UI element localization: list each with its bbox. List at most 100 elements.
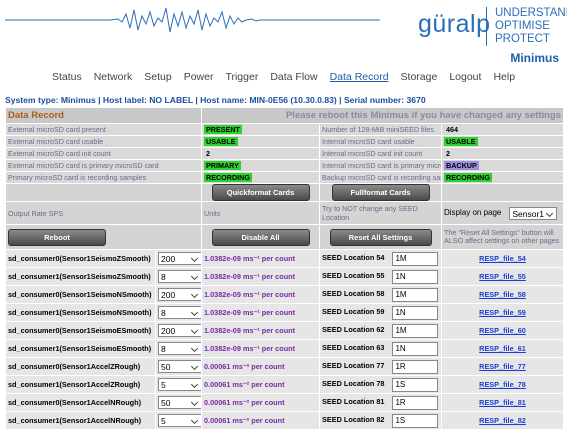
resp-cell: RESP_file_81 <box>440 393 565 412</box>
rate-select[interactable]: 8 <box>158 306 201 319</box>
status-value: USABLE <box>440 135 565 148</box>
rate-cell: 200 <box>155 321 202 340</box>
channel-name: sd_consumer0(Sensor1SeismoESmooth) <box>5 321 156 340</box>
rate-select[interactable]: 50 <box>158 360 201 373</box>
format-row: Quickformat Cards Fullformat Cards <box>5 183 565 202</box>
nav-link[interactable]: Network <box>93 71 133 83</box>
nav-link[interactable]: Power <box>183 71 214 83</box>
resp-cell: RESP_file_82 <box>440 411 565 430</box>
location-input[interactable]: 1M <box>392 251 439 266</box>
rate-select[interactable]: 8 <box>158 270 201 283</box>
nav-link[interactable]: Storage <box>400 71 438 83</box>
rate-cell: 5 <box>155 411 202 430</box>
resp-link[interactable]: RESP_file_61 <box>479 344 526 353</box>
resp-link[interactable]: RESP_file_78 <box>479 380 526 389</box>
location-label: SEED Location 54 <box>322 253 385 263</box>
rate-select[interactable]: 5 <box>158 378 201 391</box>
location-input[interactable]: 1R <box>392 359 439 374</box>
resp-link[interactable]: RESP_file_58 <box>479 290 526 299</box>
resp-link[interactable]: RESP_file_77 <box>479 362 526 371</box>
format-button[interactable]: Fullformat Cards <box>331 184 430 201</box>
action-button[interactable]: Disable All <box>211 228 310 246</box>
status-badge: 464 <box>446 125 458 134</box>
resp-link[interactable]: RESP_file_60 <box>479 326 526 335</box>
nav-link[interactable]: Help <box>493 71 516 83</box>
status-badge: PRESENT <box>204 125 242 134</box>
nav-link[interactable]: Trigger <box>225 71 259 83</box>
column-header: Units <box>201 201 320 225</box>
rate-cell: 8 <box>155 303 202 322</box>
status-row: External microSD card usable USABLE Intern… <box>5 135 565 148</box>
rate-select[interactable]: 200 <box>158 324 201 337</box>
format-button[interactable]: Quickformat Cards <box>211 184 310 201</box>
location-label: SEED Location 81 <box>322 397 385 407</box>
channel-name: sd_consumer1(Sensor1SeismoESmooth) <box>5 339 156 358</box>
location-label: SEED Location 78 <box>322 379 385 389</box>
resp-link[interactable]: RESP_file_59 <box>479 308 526 317</box>
status-row: Primary microSD card is recording sample… <box>5 171 565 184</box>
status-badge: 2 <box>446 149 450 158</box>
rate-select[interactable]: 8 <box>158 342 201 355</box>
units: 1.0382e-09 ms⁻¹ per count <box>201 303 320 322</box>
location-label: SEED Location 59 <box>322 307 385 317</box>
channel-name: sd_consumer1(Sensor1AccelNRough) <box>5 411 156 430</box>
units: 1.0382e-09 ms⁻¹ per count <box>201 321 320 340</box>
channel-name: sd_consumer0(Sensor1SeismoZSmooth) <box>5 249 156 268</box>
tagline-line: UNDERSTAND <box>495 7 567 19</box>
location-cell: SEED Location 81 1R <box>319 393 442 412</box>
location-input[interactable]: 1N <box>392 305 439 320</box>
location-input[interactable]: 1S <box>392 377 439 392</box>
location-input[interactable]: 1N <box>392 341 439 356</box>
nav-link[interactable]: Setup <box>144 71 172 83</box>
nav-link[interactable]: Data Flow <box>270 71 318 83</box>
location-cell: SEED Location 55 1N <box>319 267 442 286</box>
status-row: External microSD card init count 2 Interna… <box>5 147 565 160</box>
status-label: Internal microSD card usable <box>319 135 442 148</box>
nav-link[interactable]: Data Record <box>329 71 389 83</box>
page-select[interactable]: Sensor1 <box>509 206 558 220</box>
column-header: Display on page <box>444 208 502 218</box>
resp-cell: RESP_file_55 <box>440 267 565 286</box>
location-input[interactable]: 1S <box>392 413 439 428</box>
rate-select[interactable]: 5 <box>158 414 201 427</box>
location-input[interactable]: 1N <box>392 269 439 284</box>
nav-link[interactable]: Logout <box>449 71 482 83</box>
resp-link[interactable]: RESP_file_55 <box>479 272 526 281</box>
rate-select[interactable]: 50 <box>158 396 201 409</box>
page: güralp UNDERSTAND OPTIMISE PROTECT Minim… <box>0 0 567 411</box>
tagline-line: PROTECT <box>495 33 550 45</box>
tagline: UNDERSTAND OPTIMISE PROTECT <box>486 7 567 46</box>
resp-cell: RESP_file_61 <box>440 339 565 358</box>
units: 0.00061 ms⁻² per count <box>201 375 320 394</box>
location-label: SEED Location 77 <box>322 361 385 371</box>
action-button[interactable]: Reboot <box>8 228 106 246</box>
action-button[interactable]: Reset All Settings <box>329 228 432 246</box>
button-cell: Fullformat Cards <box>319 183 442 202</box>
column-header: Output Rate SPS <box>5 201 202 225</box>
resp-link[interactable]: RESP_file_54 <box>479 254 526 263</box>
rate-cell: 8 <box>155 267 202 286</box>
status-label: External microSD card is primary microSD… <box>5 159 202 172</box>
spacer <box>440 183 565 202</box>
resp-link[interactable]: RESP_file_82 <box>479 416 526 425</box>
status-label: External microSD card init count <box>5 147 202 160</box>
status-badge: RECORDING <box>204 173 252 182</box>
channel-row: sd_consumer0(Sensor1SeismoESmooth) 200 1.0… <box>5 321 565 340</box>
location-input[interactable]: 1M <box>392 287 439 302</box>
status-value: PRESENT <box>201 123 320 136</box>
location-input[interactable]: 1R <box>392 395 439 410</box>
status-badge: PRIMARY <box>204 161 241 170</box>
rate-cell: 8 <box>155 339 202 358</box>
system-info: System type: Minimus | Host label: NO LA… <box>5 95 426 105</box>
location-input[interactable]: 1M <box>392 323 439 338</box>
channel-name: sd_consumer1(Sensor1SeismoNSmooth) <box>5 303 156 322</box>
logo: güralp <box>418 10 491 38</box>
resp-link[interactable]: RESP_file_81 <box>479 398 526 407</box>
nav-link[interactable]: Status <box>51 71 82 83</box>
status-label: External microSD card usable <box>5 135 202 148</box>
status-badge: 2 <box>206 149 210 158</box>
rate-select[interactable]: 200 <box>158 288 201 301</box>
units: 0.00061 ms⁻² per count <box>201 357 320 376</box>
location-cell: SEED Location 59 1N <box>319 303 442 322</box>
rate-select[interactable]: 200 <box>158 252 201 265</box>
